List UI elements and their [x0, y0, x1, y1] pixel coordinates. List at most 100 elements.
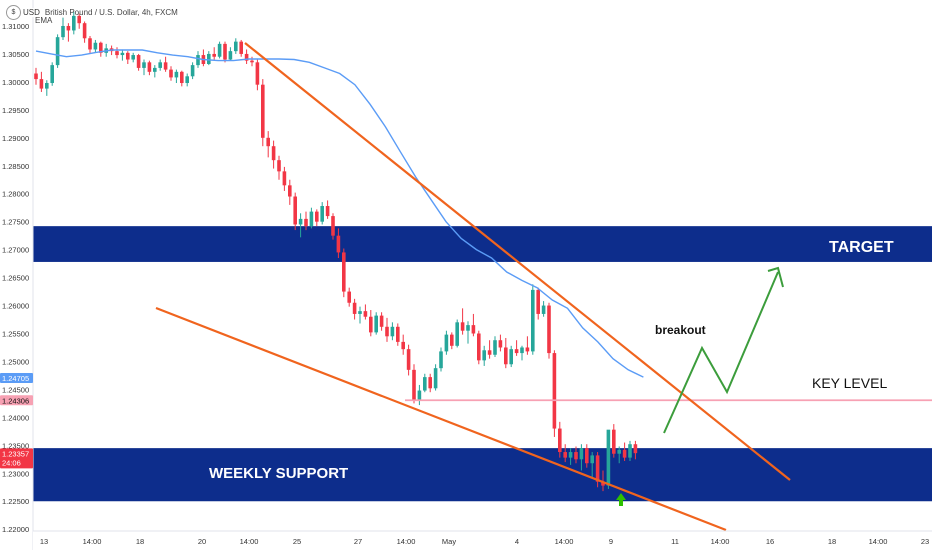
candle-body [120, 52, 125, 56]
time-tick-label: 18 [828, 537, 836, 546]
candle-body [126, 52, 130, 60]
price-tick-label: 1.23000 [2, 469, 29, 478]
candle-body [147, 62, 152, 72]
price-tick-label: 1.24000 [2, 413, 29, 422]
candle-body [423, 377, 427, 391]
candle [174, 69, 179, 84]
candle-body [158, 62, 162, 68]
candle [325, 200, 330, 219]
candle-body [50, 65, 54, 84]
candle-body [325, 206, 330, 217]
time-tick-label: 11 [671, 537, 679, 546]
candle-body [390, 326, 395, 337]
zones-layer [33, 226, 932, 502]
candle [234, 38, 238, 54]
candle [142, 59, 146, 76]
candle-body [412, 369, 416, 400]
time-tick-label: 14:00 [869, 537, 888, 546]
candle [331, 213, 335, 240]
candle [277, 155, 281, 180]
time-axis[interactable]: 13 14:00 18 20 14:00 25 27 14:00 May 4 14:00 9 11 14:… [33, 530, 932, 550]
price-tick-label: 1.27000 [2, 246, 29, 255]
candle [466, 321, 470, 344]
candle-body [531, 289, 535, 352]
candle-body [131, 55, 135, 60]
currency-button[interactable]: $ USD [6, 5, 40, 20]
candle-body [234, 41, 238, 52]
time-tick-label: 27 [354, 537, 362, 546]
candle [406, 344, 411, 376]
candle-body [293, 196, 297, 225]
key-level-price-tag: 1.24306 [0, 395, 33, 406]
candle [628, 440, 632, 461]
candle [288, 179, 292, 205]
candle-body [142, 62, 146, 68]
candle-body [369, 316, 373, 333]
indicator-label[interactable]: EMA [35, 16, 53, 25]
candle [601, 470, 605, 492]
candle [39, 71, 44, 92]
candle [358, 306, 362, 324]
ema-price-tag-text: 1.24705 [2, 374, 29, 383]
time-tick-label: 20 [198, 537, 206, 546]
candle [158, 59, 162, 71]
time-tick-label: 14:00 [555, 537, 574, 546]
candle-body [115, 51, 119, 56]
candle [309, 207, 314, 229]
candle [622, 442, 627, 461]
candle-body [277, 160, 281, 172]
candle [579, 444, 584, 471]
time-tick-label: 16 [766, 537, 774, 546]
candle-body [574, 452, 578, 460]
candle-body [352, 302, 357, 314]
candle-body [180, 71, 184, 84]
price-tick-label: 1.30000 [2, 78, 29, 87]
candle-body [169, 69, 173, 78]
candle [136, 53, 141, 71]
target-zone [33, 226, 932, 262]
price-tick-label: 1.26500 [2, 274, 29, 283]
candle-body [379, 315, 384, 327]
candle-body [347, 291, 351, 303]
price-tick-label: 1.23500 [2, 441, 29, 450]
candle [180, 70, 184, 87]
candle-body [77, 15, 81, 24]
currency-label: USD [23, 8, 40, 17]
upper-trendline[interactable] [244, 42, 791, 481]
candle [320, 202, 324, 225]
time-tick-label: 9 [609, 537, 613, 546]
candles-layer [34, 12, 638, 492]
price-tick-label: 1.28500 [2, 162, 29, 171]
candle [347, 287, 351, 307]
candle [352, 298, 357, 320]
candle [239, 39, 243, 57]
candle [379, 312, 384, 331]
candle-body [309, 211, 314, 227]
candle [369, 310, 373, 337]
key-level-price-tag-bg [0, 395, 33, 406]
candle-body [45, 83, 49, 89]
candle-body [288, 185, 292, 197]
lower-trendline[interactable] [155, 306, 727, 532]
candle-body [579, 448, 584, 460]
candle [525, 336, 530, 355]
candle-body [552, 353, 557, 429]
candle [498, 334, 503, 352]
candle [487, 340, 492, 359]
price-tick-label: 1.29000 [2, 134, 29, 143]
candle [315, 209, 319, 227]
candle [520, 345, 524, 361]
candle-body [72, 15, 76, 31]
weekly-support-label: WEEKLY SUPPORT [209, 465, 348, 482]
projection-path[interactable] [663, 266, 784, 434]
chart-header: $ USD British Pound / U.S. Dollar, 4h, F… [6, 5, 178, 20]
target-label: TARGET [829, 239, 894, 256]
time-tick-label: 4 [515, 537, 519, 546]
candle [401, 334, 405, 355]
price-tick-label: 1.26000 [2, 302, 29, 311]
symbol-title[interactable]: British Pound / U.S. Dollar, 4h, FXCM [44, 8, 178, 17]
candle-body [536, 289, 540, 314]
candle [412, 364, 416, 404]
candle-body [444, 334, 449, 352]
